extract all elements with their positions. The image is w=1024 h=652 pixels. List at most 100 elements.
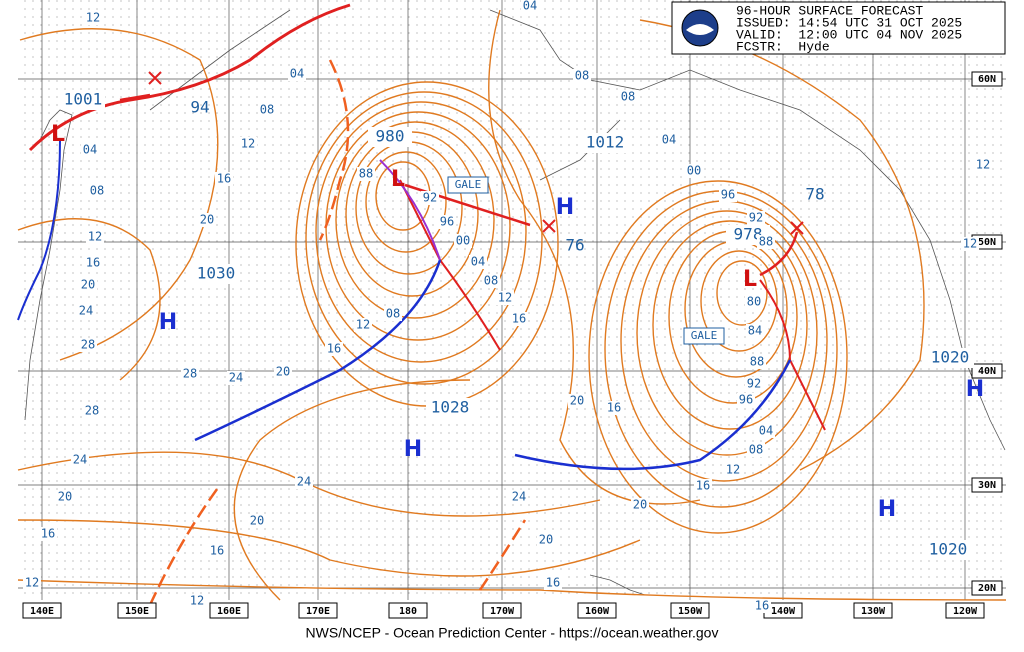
isobar-label: 12	[976, 158, 990, 172]
isobar-label-box	[421, 191, 439, 205]
isobar-label: 24	[73, 453, 87, 467]
high-pressure: 1020	[929, 540, 968, 559]
low-pressure: 1001	[64, 90, 103, 109]
isobar-label: 08	[621, 90, 635, 104]
isobar-label-box	[181, 367, 199, 381]
isobar-label-box	[482, 274, 500, 288]
isobar-label: 04	[290, 67, 304, 81]
longitude-label: 130W	[861, 606, 886, 617]
isobar-label: 08	[749, 443, 763, 457]
isobar-label: 16	[327, 342, 341, 356]
high-pressure: 1028	[431, 398, 470, 417]
isobar-label-box	[71, 453, 89, 467]
isobar-label: 16	[41, 527, 55, 541]
isobar-label: 04	[471, 255, 485, 269]
isobar-label: 96	[739, 393, 753, 407]
pressure-box	[926, 348, 974, 368]
isobar-label: 04	[83, 143, 97, 157]
center-pressure: 78	[805, 185, 824, 204]
front	[379, 159, 441, 261]
isobar-label: 16	[512, 312, 526, 326]
gale-label: GALE	[455, 178, 482, 191]
isobar-label: 12	[190, 594, 204, 608]
high-symbol: H	[159, 310, 177, 335]
isobar-label-box	[79, 338, 97, 352]
isobar-label-box	[573, 69, 591, 83]
isobar-label-box	[79, 278, 97, 292]
isobar-label-box	[77, 304, 95, 318]
graticule	[18, 0, 1006, 600]
longitude-label: 170E	[306, 606, 330, 617]
isobar-label: 20	[539, 533, 553, 547]
center-pressure: 94	[190, 98, 209, 117]
isobar-label: 16	[217, 172, 231, 186]
isobar-label-box	[605, 401, 623, 415]
isobar-label: 08	[575, 69, 589, 83]
latitude-label: 20N	[978, 583, 996, 594]
isobar-label: 80	[747, 295, 761, 309]
isobar-label-box	[86, 230, 104, 244]
isobar-label-box	[753, 599, 771, 613]
isobar-label-box	[81, 143, 99, 157]
latitude-label: 50N	[978, 237, 996, 248]
front	[759, 279, 826, 431]
front	[318, 59, 350, 241]
longitude-box	[22, 602, 62, 619]
isobar-label: 88	[359, 167, 373, 181]
isobar-label-box	[745, 377, 763, 391]
isobar-label: 08	[90, 184, 104, 198]
longitude-label: 140W	[771, 606, 796, 617]
isobar-label: 24	[297, 475, 311, 489]
longitude-box	[117, 602, 157, 619]
isobar-label: 20	[276, 365, 290, 379]
isobar-label-box	[357, 167, 375, 181]
longitude-label: 160W	[585, 606, 610, 617]
longitude-label: 170W	[490, 606, 515, 617]
longitude-box	[853, 602, 893, 619]
isobar-label-box	[510, 490, 528, 504]
isobar-label-box	[354, 318, 372, 332]
isobar	[17, 579, 1007, 601]
isobar-label-box	[295, 475, 313, 489]
isobar-label: 16	[86, 256, 100, 270]
isobar-label: 88	[759, 235, 773, 249]
forecast-position	[542, 219, 556, 233]
isobar-label: 24	[229, 371, 243, 385]
front	[148, 484, 222, 606]
isobar-label-box	[325, 342, 343, 356]
isobar-label: 04	[523, 0, 537, 13]
gale-label: GALE	[691, 329, 718, 342]
longitude-box	[388, 602, 428, 619]
forecast-position	[790, 221, 804, 235]
isobar-label: 16	[696, 479, 710, 493]
isobar-label: 12	[356, 318, 370, 332]
isobar-label: 12	[88, 230, 102, 244]
isobar-label-box	[974, 158, 992, 172]
isobar-label: 16	[607, 401, 621, 415]
latitude-box	[971, 580, 1003, 596]
isobar-label: 20	[58, 490, 72, 504]
isobar	[315, 101, 527, 363]
header-line: FCSTR: Hyde	[736, 39, 830, 54]
high-pressure: 1012	[586, 133, 625, 152]
low-symbol: L	[51, 122, 65, 147]
pressure-box	[426, 398, 474, 418]
high-pressure: 1020	[931, 348, 970, 367]
front	[194, 259, 442, 442]
isobar-label: 84	[748, 324, 762, 338]
track-arrow	[759, 231, 799, 277]
isobar-label-box	[544, 576, 562, 590]
low-symbol: L	[391, 167, 405, 192]
isobar-label: 20	[250, 514, 264, 528]
longitude-box	[298, 602, 338, 619]
isobar-label-box	[496, 291, 514, 305]
isobar-label: 12	[241, 137, 255, 151]
isobar-label-box	[724, 463, 742, 477]
low-symbol: L	[743, 267, 757, 292]
isobar	[700, 250, 778, 352]
pressure-box	[192, 264, 240, 284]
longitude-box	[482, 602, 522, 619]
isobar-label-box	[198, 213, 216, 227]
pressure-box	[61, 90, 105, 110]
